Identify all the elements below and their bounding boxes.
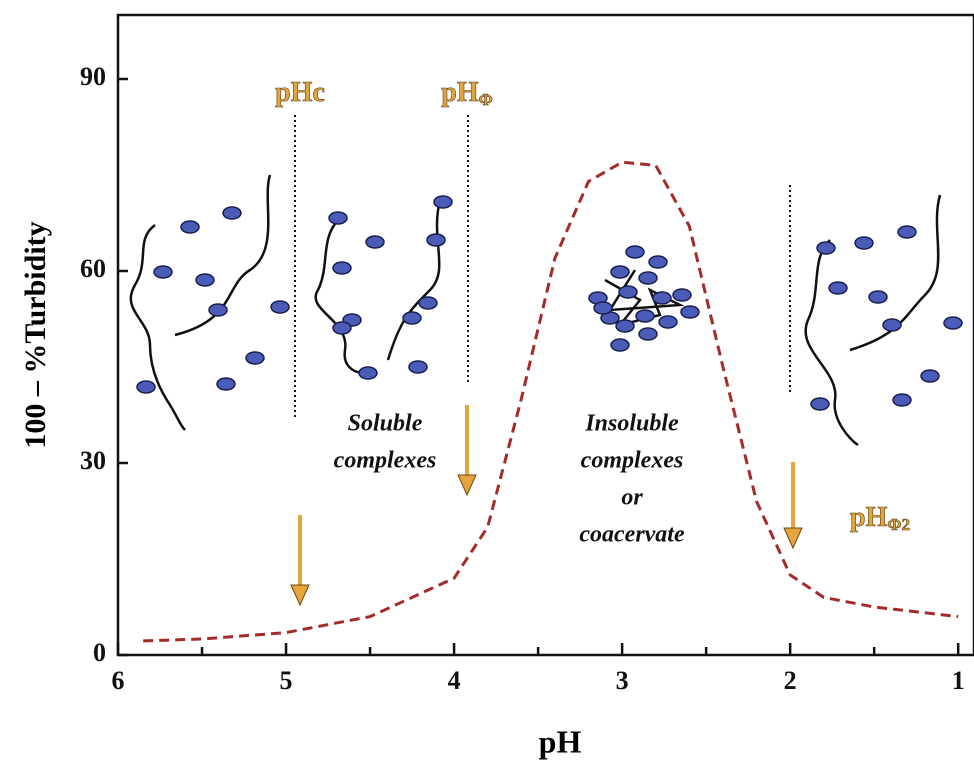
ph-label-main: pH xyxy=(850,502,888,533)
plot-frame xyxy=(116,13,974,657)
x-tick-label: 5 xyxy=(280,666,293,695)
ph-label: pHc xyxy=(275,77,325,108)
ph-label-sub: Φ2 xyxy=(887,515,910,534)
ph-label-sub: Φ xyxy=(479,90,493,109)
data-line xyxy=(143,160,959,643)
y-tick-label: 60 xyxy=(80,254,106,283)
y-axis-label: 100 – %Turbidity xyxy=(19,221,52,448)
ph-label-main: pH xyxy=(441,77,479,108)
region-label: complexes xyxy=(334,448,437,474)
region-label: Insoluble xyxy=(584,411,679,437)
x-tick-label: 4 xyxy=(448,666,461,695)
illustrations xyxy=(129,115,963,607)
region-label: Soluble xyxy=(348,411,423,437)
ph-label: pHΦ2 xyxy=(850,502,910,533)
ph-label-main: pHc xyxy=(275,77,325,108)
x-tick-label: 6 xyxy=(112,666,125,695)
x-axis-label: pH xyxy=(539,723,582,759)
region-label: complexes xyxy=(581,448,684,474)
region-label: coacervate xyxy=(579,522,685,548)
y-tick-label: 30 xyxy=(80,446,106,475)
y-tick-label: 90 xyxy=(80,62,106,91)
x-tick-label: 3 xyxy=(616,666,629,695)
ph-label: pHΦ xyxy=(441,77,492,108)
x-tick-label: 1 xyxy=(952,666,965,695)
region-label: or xyxy=(621,485,643,511)
x-tick-label: 2 xyxy=(784,666,797,695)
y-tick-label: 0 xyxy=(93,638,106,667)
